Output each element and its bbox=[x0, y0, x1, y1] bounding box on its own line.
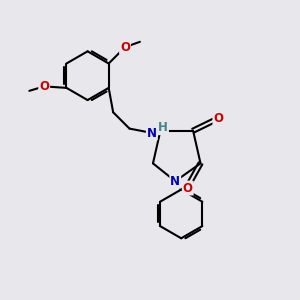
Text: O: O bbox=[213, 112, 224, 125]
Text: H: H bbox=[158, 121, 168, 134]
Text: N: N bbox=[170, 175, 180, 188]
Text: O: O bbox=[183, 182, 193, 194]
Text: N: N bbox=[147, 127, 157, 140]
Text: O: O bbox=[39, 80, 49, 93]
Text: O: O bbox=[120, 41, 130, 54]
